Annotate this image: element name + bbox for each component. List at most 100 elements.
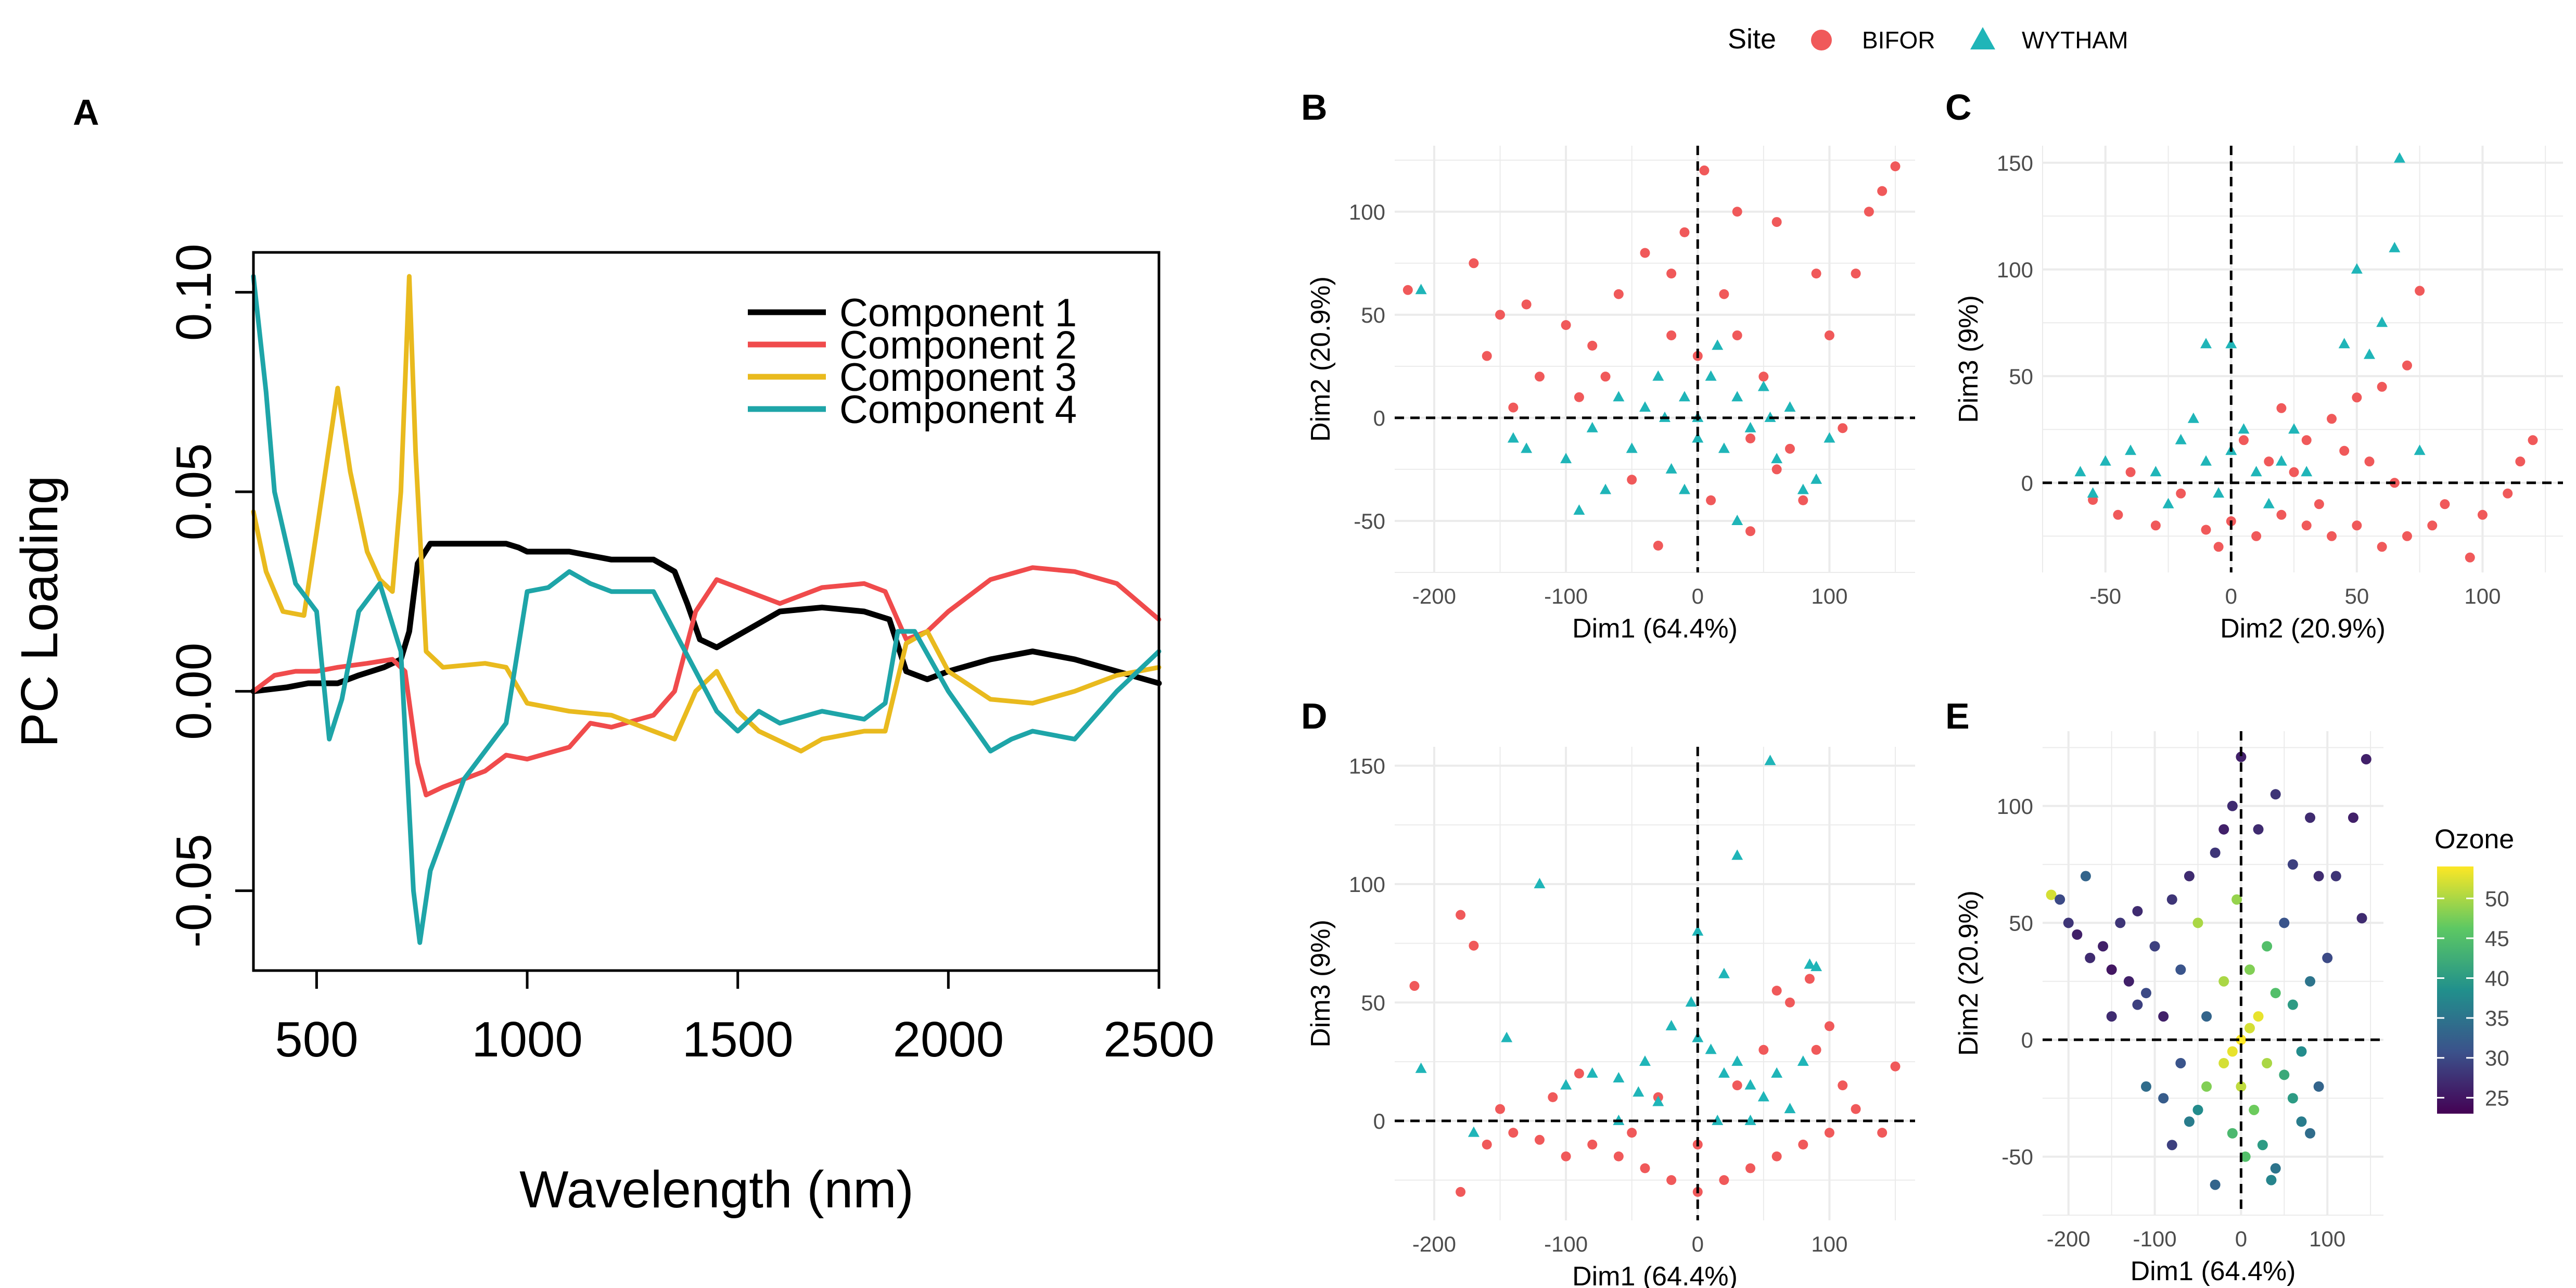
point-bifor (2415, 286, 2425, 296)
point-bifor (1771, 217, 1782, 227)
y-axis-title: Dim3 (9%) (1954, 295, 1984, 423)
point-bifor (1409, 981, 1420, 991)
x-axis-title: Dim1 (64.4%) (1572, 614, 1738, 644)
point-ozone (2270, 789, 2281, 800)
point-wytham (1823, 432, 1835, 443)
point-ozone (2055, 894, 2065, 905)
x-tick-label: 2000 (893, 1012, 1004, 1067)
point-bifor (1758, 1044, 1769, 1055)
point-bifor (1666, 1175, 1677, 1185)
point-bifor (1508, 402, 1519, 413)
x-axis-title: Dim1 (64.4%) (2131, 1256, 2296, 1286)
point-wytham (1501, 1031, 1513, 1042)
point-wytham (1639, 401, 1651, 412)
point-ozone (2072, 929, 2083, 940)
point-bifor (2528, 435, 2538, 445)
point-wytham (1665, 1019, 1677, 1030)
point-bifor (1824, 1021, 1834, 1031)
panel-letter-c: C (1945, 87, 1972, 127)
point-ozone (2244, 1023, 2255, 1034)
point-bifor (1699, 165, 1710, 176)
point-ozone (2287, 859, 2298, 870)
point-wytham (2162, 498, 2174, 508)
colorbar-tick-label: 25 (2485, 1086, 2509, 1110)
point-ozone (2175, 1057, 2186, 1068)
point-bifor (2402, 531, 2412, 541)
point-bifor (1838, 423, 1848, 433)
point-bifor (1574, 1068, 1584, 1079)
point-bifor (2176, 488, 2186, 499)
point-ozone (2046, 889, 2057, 900)
point-wytham (1731, 514, 1743, 525)
point-wytham (2414, 444, 2426, 455)
point-wytham (1468, 1126, 1480, 1137)
y-axis-title: PC Loading (10, 476, 69, 748)
point-wytham (2364, 348, 2376, 359)
point-bifor (1548, 1092, 1558, 1102)
point-ozone (2361, 754, 2371, 764)
point-bifor (2515, 456, 2526, 467)
point-ozone (2201, 1081, 2212, 1092)
point-ozone (2348, 812, 2358, 823)
point-wytham (2099, 455, 2111, 466)
y-tick-label: -50 (2001, 1145, 2033, 1169)
point-bifor (1877, 186, 1888, 196)
point-bifor (2427, 520, 2438, 531)
point-ozone (2063, 917, 2074, 928)
point-bifor (1804, 974, 1815, 984)
point-ozone (2140, 1081, 2151, 1092)
point-bifor (2503, 488, 2513, 499)
point-bifor (1600, 372, 1611, 382)
x-tick-label: 50 (2345, 584, 2369, 608)
point-ozone (2356, 913, 2367, 924)
point-ozone (2098, 941, 2109, 952)
point-bifor (2377, 381, 2387, 392)
point-wytham (1600, 483, 1612, 494)
point-ozone (2253, 1011, 2264, 1022)
x-tick-label: -200 (1412, 1232, 1456, 1256)
point-ozone (2227, 1128, 2238, 1139)
point-ozone (2287, 999, 2298, 1010)
y-axis-title: Dim2 (20.9%) (1954, 890, 1984, 1056)
point-bifor (1824, 330, 1834, 340)
y-tick-label: 150 (1349, 754, 1385, 778)
legend-title: Site (1728, 23, 1776, 55)
legend-marker-wytham (1970, 27, 1995, 49)
x-tick-label: 100 (2464, 584, 2501, 608)
point-bifor (1587, 340, 1598, 351)
point-bifor (2327, 414, 2337, 424)
point-wytham (1573, 504, 1585, 515)
x-tick-label: -100 (1544, 1232, 1588, 1256)
point-wytham (1415, 284, 1427, 295)
point-bifor (1469, 258, 1479, 269)
point-wytham (1744, 422, 1756, 432)
point-ozone (2175, 964, 2186, 975)
point-bifor (1890, 1061, 1901, 1072)
point-wytham (1757, 380, 1769, 391)
point-wytham (2238, 423, 2250, 434)
point-wytham (2338, 338, 2350, 349)
point-ozone (2231, 894, 2242, 905)
point-wytham (1804, 958, 1816, 969)
point-ozone (2253, 824, 2264, 835)
point-wytham (1507, 432, 1519, 443)
series-line-component-4 (251, 274, 1162, 945)
point-wytham (1678, 391, 1690, 402)
colorbar-bar (2437, 866, 2473, 1114)
y-tick-label: 100 (1349, 200, 1385, 224)
point-wytham (1639, 1055, 1651, 1066)
x-tick-label: 0 (2235, 1227, 2247, 1251)
point-ozone (2296, 1046, 2307, 1057)
point-ozone (2085, 952, 2096, 963)
x-tick-label: 0 (2225, 584, 2237, 608)
point-bifor (2301, 435, 2312, 445)
point-wytham (2393, 152, 2405, 163)
point-bifor (1587, 1139, 1598, 1150)
point-bifor (1627, 1128, 1637, 1138)
point-bifor (1574, 392, 1584, 402)
y-tick-label: 0.05 (166, 443, 222, 541)
point-ozone (2158, 1093, 2169, 1104)
point-wytham (1705, 370, 1717, 381)
point-bifor (1456, 910, 1466, 920)
y-tick-label: 0.00 (166, 643, 222, 740)
